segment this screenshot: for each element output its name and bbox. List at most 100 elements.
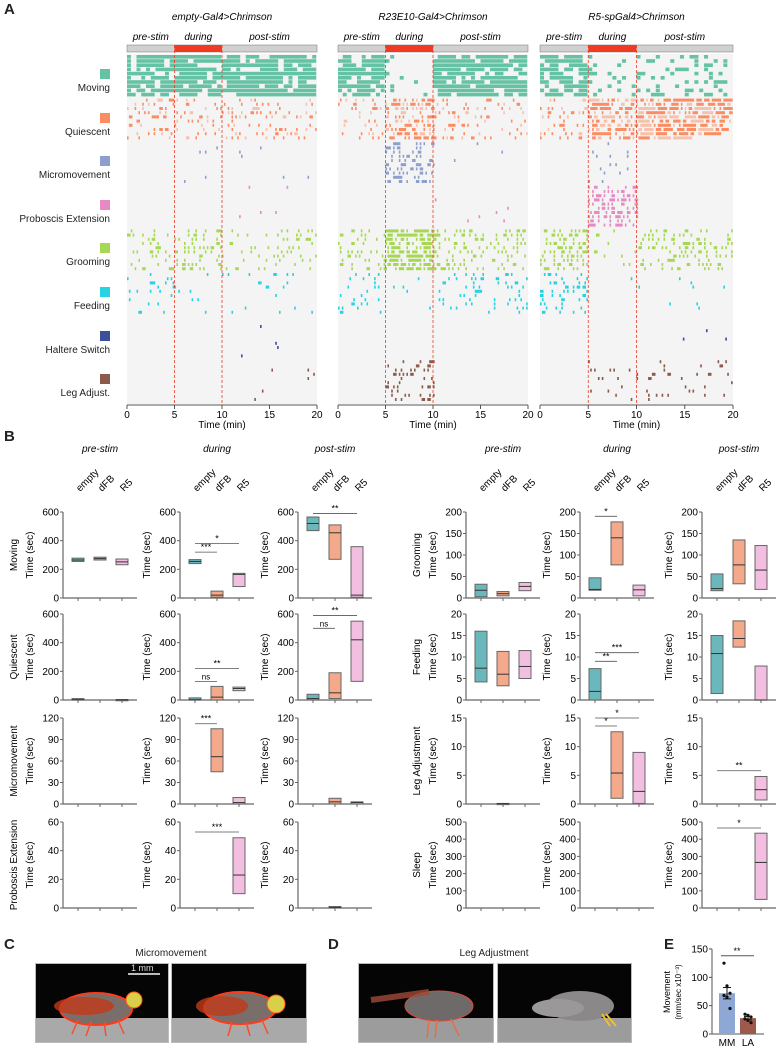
- raster-segment: [692, 111, 698, 115]
- raster-segment: [267, 246, 270, 250]
- raster-segment: [412, 263, 416, 266]
- y-axis-label: Time (sec): [664, 634, 675, 681]
- y-tick-label: 30: [283, 778, 295, 789]
- raster-segment: [465, 102, 467, 106]
- y-tick-label: 10: [687, 742, 699, 753]
- raster-segment: [165, 281, 167, 285]
- raster-segment: [269, 55, 307, 59]
- raster-segment: [669, 250, 671, 254]
- raster-segment: [463, 294, 465, 297]
- raster-segment: [182, 263, 186, 266]
- raster-segment: [644, 267, 646, 271]
- raster-segment: [621, 119, 623, 123]
- raster-segment: [553, 254, 556, 258]
- raster-segment: [578, 242, 581, 245]
- raster-segment: [275, 294, 277, 297]
- floating-bar-dFB: [210, 728, 224, 773]
- raster-segment: [505, 273, 509, 276]
- raster-segment: [305, 111, 308, 115]
- raster-segment: [406, 250, 410, 254]
- y-tick-label: 40: [283, 846, 295, 857]
- raster-segment: [694, 71, 699, 76]
- raster-segment: [433, 67, 461, 72]
- raster-segment: [501, 128, 503, 131]
- raster-segment: [431, 107, 435, 110]
- raster-segment: [396, 146, 401, 150]
- data-point: [746, 1018, 750, 1022]
- raster-segment: [160, 84, 184, 88]
- raster-segment: [199, 115, 203, 119]
- raster-segment: [572, 310, 575, 314]
- raster-segment: [400, 167, 403, 171]
- group-label: empty: [191, 467, 218, 494]
- raster-segment: [648, 398, 650, 401]
- y-tick-label: 100: [445, 551, 462, 562]
- raster-segment: [698, 132, 702, 136]
- raster-segment: [450, 136, 454, 140]
- raster-segment: [433, 128, 435, 131]
- raster-segment: [457, 119, 460, 123]
- y-tick-label: 100: [559, 886, 576, 897]
- raster-segment: [612, 76, 617, 80]
- raster-segment: [680, 250, 683, 254]
- floating-bar-R5: [632, 584, 646, 597]
- raster-segment: [283, 67, 298, 72]
- raster-segment: [142, 102, 144, 106]
- raster-segment: [630, 398, 633, 401]
- raster-segment: [400, 107, 405, 110]
- raster-segment: [465, 302, 467, 306]
- y-tick-label: 150: [691, 945, 708, 956]
- raster-segment: [678, 111, 681, 115]
- raster-segment: [572, 285, 575, 289]
- raster-segment: [540, 63, 545, 67]
- stim-on-bar: [385, 45, 433, 52]
- raster-segment: [254, 246, 256, 250]
- raster-segment: [636, 76, 641, 80]
- raster-segment: [362, 98, 365, 102]
- raster-segment: [597, 136, 602, 140]
- y-axis-label: Time (sec): [25, 532, 36, 579]
- floating-bar-R5: [518, 650, 532, 680]
- raster-segment: [504, 92, 513, 97]
- raster-segment: [592, 128, 594, 131]
- raster-segment: [404, 159, 407, 162]
- raster-segment: [309, 115, 313, 119]
- raster-segment: [448, 111, 450, 115]
- raster-segment: [611, 211, 615, 214]
- raster-segment: [423, 250, 427, 254]
- raster-segment: [261, 102, 264, 106]
- raster-segment: [309, 98, 311, 102]
- y-axis-label: Time (sec): [542, 634, 553, 681]
- raster-segment: [341, 306, 344, 310]
- raster-segment: [423, 136, 429, 140]
- raster-segment: [402, 171, 405, 175]
- raster-segment: [567, 136, 569, 140]
- raster-segment: [704, 55, 709, 59]
- y-axis-label: Time (sec): [142, 842, 153, 889]
- raster-segment: [280, 250, 283, 254]
- raster-segment: [254, 98, 256, 102]
- raster-segment: [559, 229, 561, 233]
- data-point: [722, 961, 726, 965]
- raster-segment: [561, 306, 563, 310]
- raster-segment: [572, 267, 575, 271]
- raster-segment: [609, 223, 612, 227]
- raster-segment: [522, 306, 524, 310]
- raster-segment: [342, 55, 352, 59]
- raster-segment: [404, 98, 407, 102]
- raster-segment: [410, 372, 414, 376]
- raster-segment: [352, 92, 371, 97]
- raster-segment: [452, 254, 454, 258]
- raster-segment: [650, 92, 665, 97]
- raster-segment: [544, 59, 583, 63]
- x-tick-label: 0: [537, 410, 543, 421]
- raster-segment: [187, 250, 190, 254]
- raster-segment: [427, 119, 429, 123]
- legend-swatch-proboscis-extension: [100, 199, 110, 210]
- raster-segment: [147, 237, 150, 241]
- raster-segment: [601, 202, 606, 206]
